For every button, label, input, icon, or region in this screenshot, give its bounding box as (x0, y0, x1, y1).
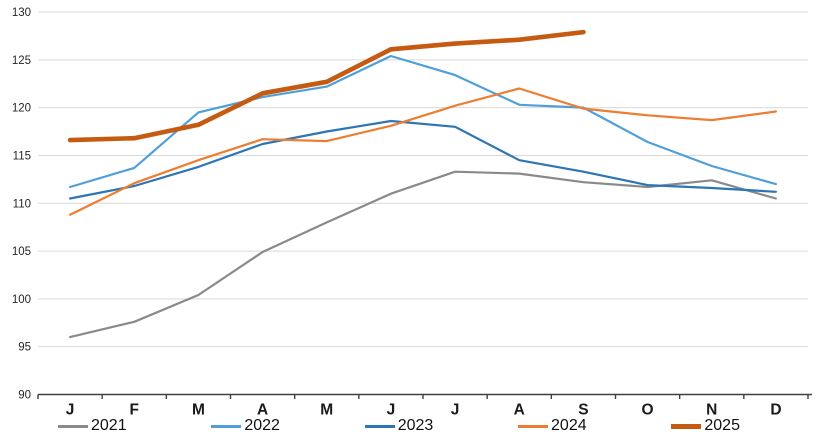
y-axis-tick-label: 95 (18, 342, 31, 354)
x-axis-month-label: A (257, 402, 268, 417)
legend-label-2024: 2024 (551, 417, 587, 434)
legend-line-swatch-2021 (58, 424, 88, 428)
legend-item-2025: 2025 (671, 417, 740, 435)
legend-item-2024: 2024 (518, 417, 587, 435)
legend-item-2023: 2023 (364, 417, 434, 435)
chart-legend: 2021 2022 2023 2024 2025 (58, 417, 740, 435)
series-line-2021 (68, 170, 778, 339)
x-axis-month-label: S (578, 402, 588, 417)
x-axis-month-label: J (451, 402, 460, 417)
series-line-2022 (68, 54, 778, 189)
legend-label-2022: 2022 (244, 417, 280, 434)
legend-line-swatch-2023 (364, 424, 395, 428)
legend-line-swatch-2024 (518, 424, 549, 428)
legend-line-swatch-2025 (671, 423, 702, 429)
x-axis-month-label: F (130, 402, 139, 417)
legend-label-2021: 2021 (91, 417, 127, 434)
legend-label-2023: 2023 (397, 417, 434, 434)
legend-label-2025: 2025 (704, 417, 740, 434)
y-axis-tick-label: 125 (12, 55, 31, 67)
series-line-2024 (68, 87, 778, 216)
y-axis-tick-label: 120 (12, 103, 31, 115)
y-axis-tick-label: 115 (13, 150, 31, 162)
y-axis-tick-label: 110 (13, 198, 31, 210)
x-axis-month-label: M (320, 402, 333, 417)
y-axis-tick-label: 100 (12, 294, 31, 306)
legend-item-2022: 2022 (211, 417, 280, 435)
x-axis-month-label: M (192, 402, 205, 417)
x-axis-month-label: N (706, 402, 717, 417)
series-line-2025 (67, 29, 586, 143)
y-axis-tick-label: 105 (12, 246, 31, 258)
x-axis-month-label: D (770, 402, 781, 417)
x-axis-month-label: O (642, 402, 654, 417)
x-axis-month-label: J (387, 402, 396, 417)
line-chart-plot-area: 90 95 100 105 110 115 120 125 130 J F M A M J J A S O N D (12, 7, 812, 417)
x-axis-month-label: A (514, 402, 525, 417)
legend-item-2021: 2021 (58, 417, 127, 435)
y-axis-tick-label: 130 (12, 7, 31, 19)
x-axis-month-label: J (66, 402, 75, 417)
y-axis-tick-label: 90 (18, 390, 31, 402)
series-line-2023 (68, 119, 778, 200)
legend-line-swatch-2022 (211, 424, 242, 428)
